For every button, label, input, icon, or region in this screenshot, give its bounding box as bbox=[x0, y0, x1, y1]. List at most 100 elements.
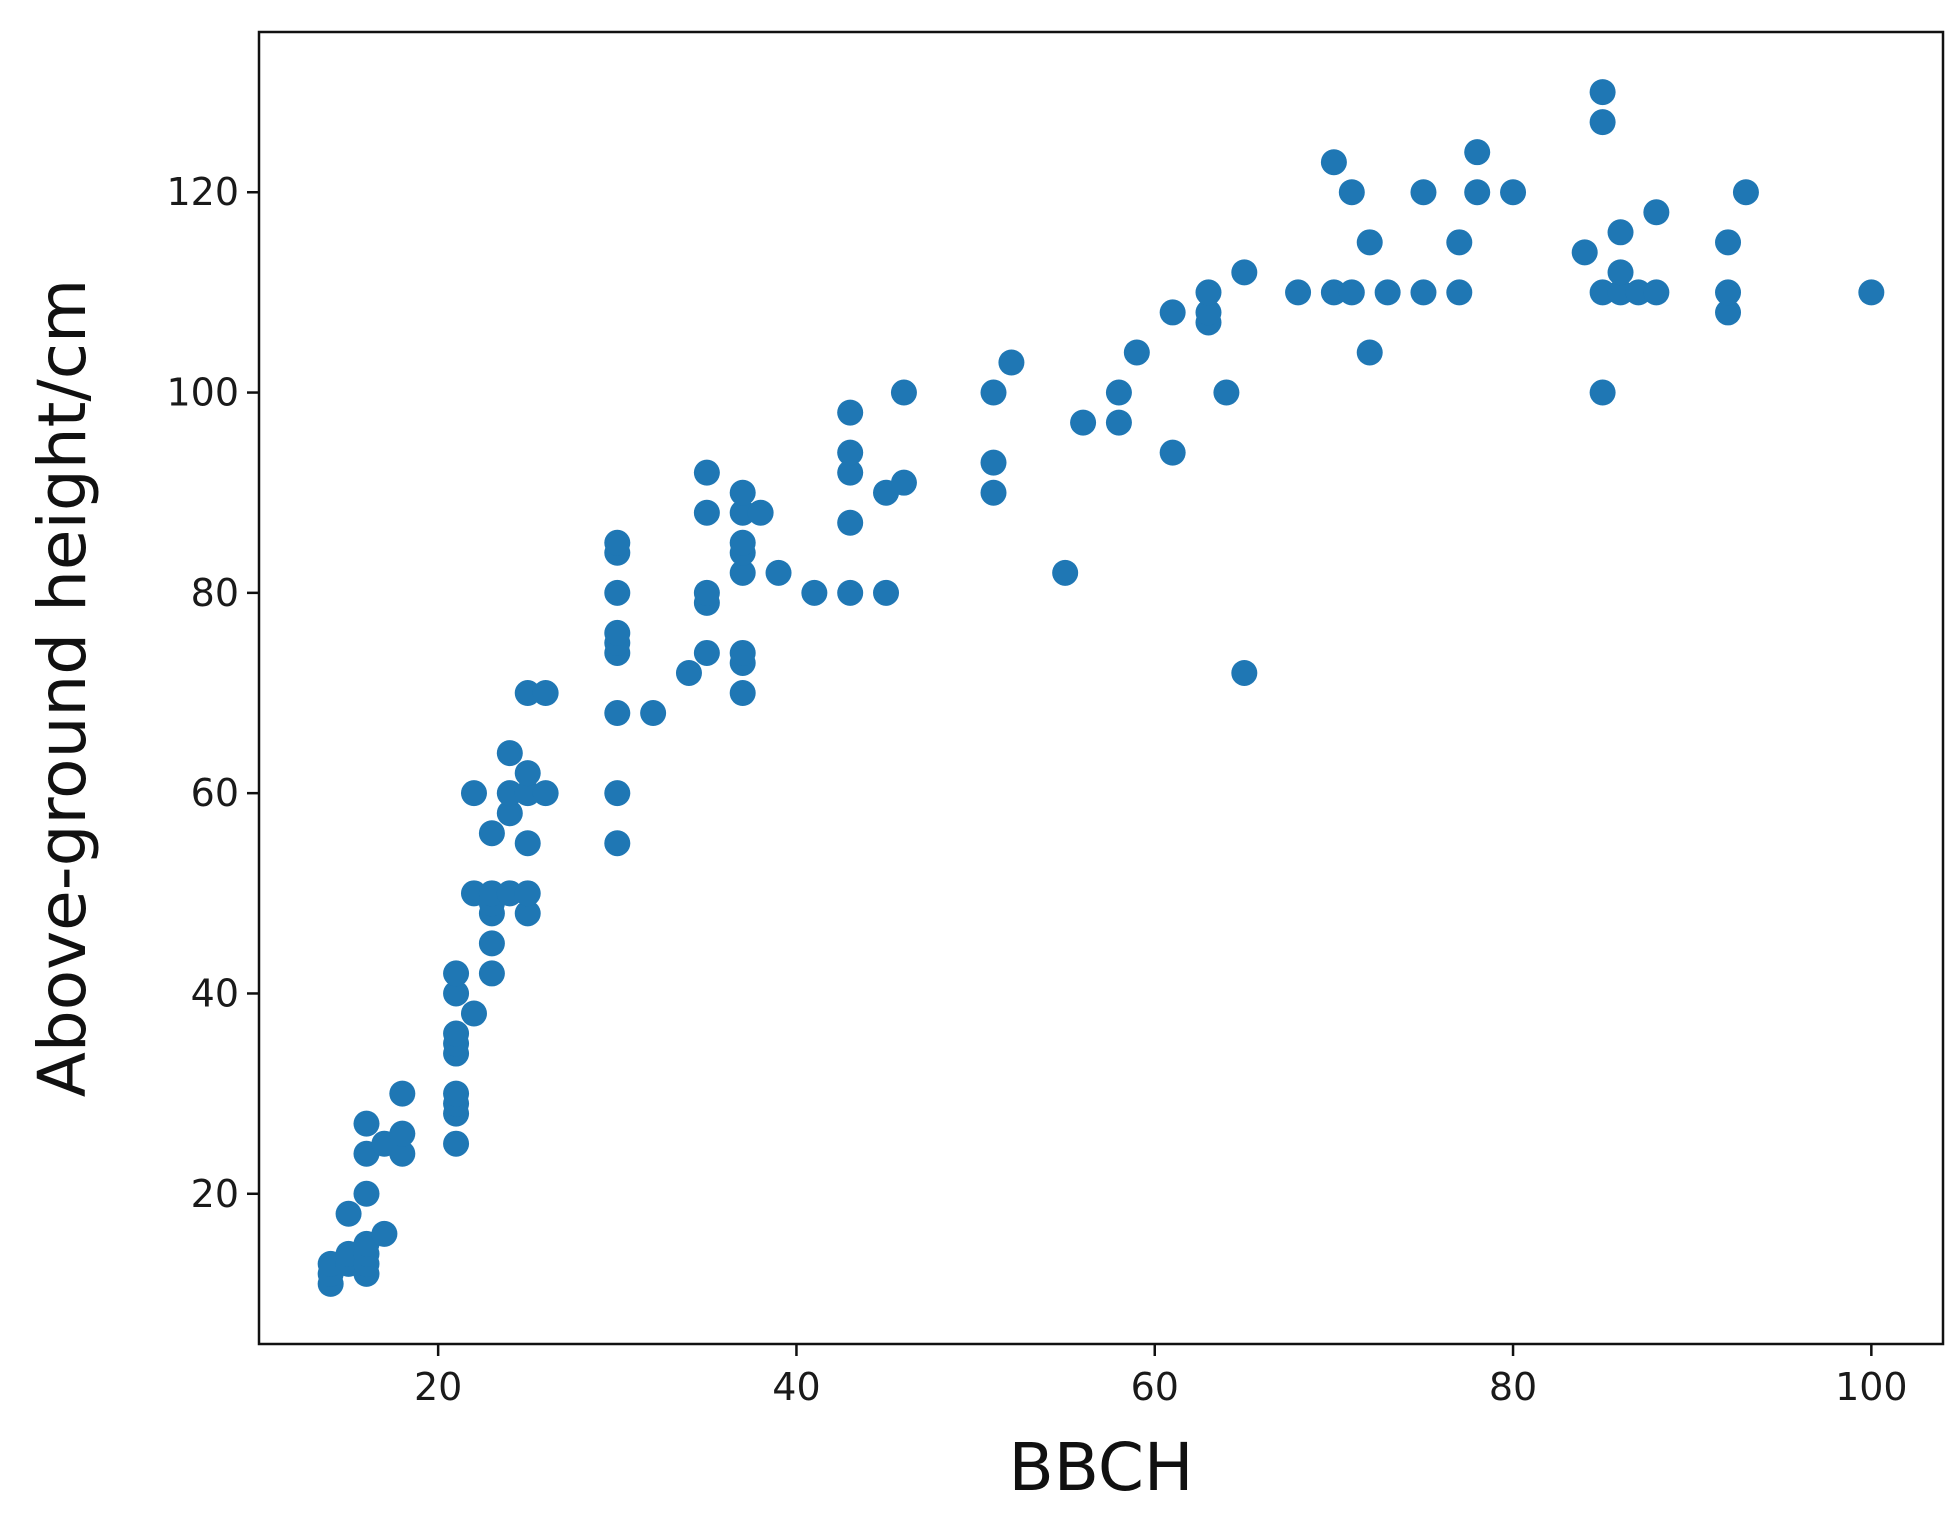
scatter-point bbox=[335, 1200, 362, 1227]
scatter-point bbox=[1195, 299, 1222, 326]
scatter-point bbox=[1410, 279, 1437, 306]
scatter-point bbox=[729, 529, 756, 556]
scatter-point bbox=[1356, 339, 1383, 366]
scatter-point bbox=[1589, 79, 1616, 106]
scatter-point bbox=[389, 1080, 416, 1107]
scatter-point bbox=[729, 639, 756, 666]
scatter-point bbox=[1607, 219, 1634, 246]
scatter-point bbox=[389, 1140, 416, 1167]
x-axis: 20 40 60 80 100 bbox=[414, 1344, 1908, 1409]
scatter-point bbox=[890, 469, 917, 496]
scatter-point bbox=[1715, 279, 1742, 306]
scatter-point bbox=[1070, 409, 1097, 436]
scatter-point bbox=[532, 780, 559, 807]
scatter-point bbox=[837, 459, 864, 486]
scatter-point bbox=[1589, 379, 1616, 406]
scatter-point bbox=[1338, 179, 1365, 206]
scatter-point bbox=[980, 379, 1007, 406]
scatter-point bbox=[1446, 229, 1473, 256]
scatter-point bbox=[1374, 279, 1401, 306]
scatter-point bbox=[1213, 379, 1240, 406]
x-tick-label: 40 bbox=[772, 1365, 820, 1409]
scatter-point bbox=[1410, 179, 1437, 206]
scatter-point bbox=[1356, 229, 1383, 256]
scatter-point bbox=[1285, 279, 1312, 306]
scatter-point bbox=[1464, 139, 1491, 166]
scatter-point bbox=[514, 880, 541, 907]
scatter-point bbox=[460, 1000, 487, 1027]
scatter-point bbox=[1500, 179, 1527, 206]
scatter-point bbox=[747, 499, 774, 526]
scatter-point bbox=[1231, 259, 1258, 286]
scatter-point bbox=[837, 509, 864, 536]
scatter-point bbox=[693, 499, 720, 526]
scatter-point bbox=[371, 1220, 398, 1247]
scatter-point bbox=[1643, 279, 1670, 306]
scatter-point bbox=[1446, 279, 1473, 306]
scatter-point bbox=[837, 579, 864, 606]
scatter-point bbox=[604, 700, 631, 727]
scatter-point bbox=[1732, 179, 1759, 206]
x-tick-label: 80 bbox=[1489, 1365, 1537, 1409]
scatter-point bbox=[389, 1120, 416, 1147]
scatter-point bbox=[496, 880, 523, 907]
scatter-point bbox=[675, 659, 702, 686]
scatter-point bbox=[1625, 279, 1652, 306]
scatter-point bbox=[1159, 299, 1186, 326]
scatter-point bbox=[1715, 229, 1742, 256]
scatter-point bbox=[353, 1180, 380, 1207]
scatter-point bbox=[729, 479, 756, 506]
scatter-point bbox=[1571, 239, 1598, 266]
scatter-point bbox=[604, 529, 631, 556]
scatter-point bbox=[729, 499, 756, 526]
points-layer bbox=[317, 79, 1885, 1297]
scatter-point bbox=[514, 900, 541, 927]
scatter-point bbox=[514, 830, 541, 857]
scatter-point bbox=[1105, 379, 1132, 406]
x-tick-label: 100 bbox=[1835, 1365, 1908, 1409]
plot-frame bbox=[257, 30, 1945, 1346]
scatter-point bbox=[496, 800, 523, 827]
scatter-point bbox=[980, 449, 1007, 476]
scatter-point bbox=[837, 439, 864, 466]
scatter-point bbox=[765, 559, 792, 586]
scatter-point bbox=[514, 780, 541, 807]
scatter-point bbox=[1715, 299, 1742, 326]
x-axis-label: BBCH bbox=[1008, 1429, 1193, 1506]
scatter-point bbox=[729, 680, 756, 707]
scatter-point bbox=[693, 459, 720, 486]
scatter-point bbox=[1105, 409, 1132, 436]
scatter-point bbox=[693, 579, 720, 606]
scatter-point bbox=[496, 740, 523, 767]
scatter-point bbox=[693, 639, 720, 666]
scatter-point bbox=[1589, 279, 1616, 306]
scatter-point bbox=[1338, 279, 1365, 306]
scatter-point bbox=[604, 579, 631, 606]
scatter-point bbox=[801, 579, 828, 606]
scatter-point bbox=[1123, 339, 1150, 366]
scatter-point bbox=[478, 930, 505, 957]
scatter-point bbox=[514, 760, 541, 787]
y-tick-label: 100 bbox=[166, 371, 239, 415]
scatter-point bbox=[443, 980, 470, 1007]
scatter-point bbox=[478, 820, 505, 847]
scatter-point bbox=[443, 1020, 470, 1047]
scatter-point bbox=[1643, 199, 1670, 226]
x-tick-label: 20 bbox=[414, 1365, 462, 1409]
y-tick-label: 40 bbox=[191, 971, 239, 1015]
y-axis-label: Above-ground height/cm bbox=[24, 279, 101, 1098]
scatter-point bbox=[1231, 659, 1258, 686]
scatter-point bbox=[729, 559, 756, 586]
scatter-point bbox=[604, 830, 631, 857]
scatter-point bbox=[1607, 259, 1634, 286]
x-tick-label: 60 bbox=[1131, 1365, 1179, 1409]
scatter-point bbox=[837, 399, 864, 426]
y-tick-label: 60 bbox=[191, 771, 239, 815]
scatter-point bbox=[998, 349, 1025, 376]
scatter-point bbox=[460, 780, 487, 807]
scatter-point bbox=[980, 479, 1007, 506]
scatter-point bbox=[1320, 279, 1347, 306]
scatter-point bbox=[1320, 149, 1347, 176]
